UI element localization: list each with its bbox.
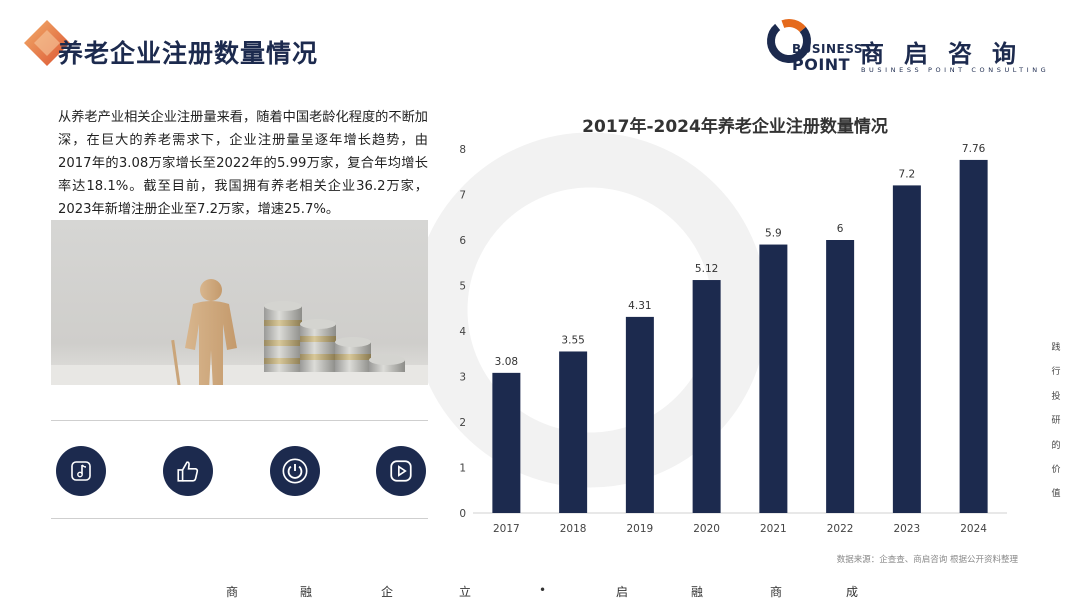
footer-slogan-char: 融	[691, 585, 704, 599]
thumbs-up-button[interactable]	[163, 446, 213, 496]
y-tick-label: 4	[459, 326, 466, 338]
bar-value-label: 5.9	[765, 228, 782, 240]
footer-slogan-char: 启	[616, 585, 629, 599]
footer-slogan: 商 融 企 立 • 启 融 商 成	[200, 583, 890, 601]
company-logo: BUSINESS POINT 商启咨询 BUSINESS POINT CONSU…	[764, 16, 1064, 76]
y-tick-label: 8	[459, 144, 466, 156]
x-tick-label: 2023	[894, 523, 921, 535]
y-tick-label: 3	[459, 372, 466, 384]
divider-top	[51, 420, 428, 421]
x-tick-label: 2018	[560, 523, 587, 535]
logo-chinese-name: 商启咨询	[860, 40, 1036, 68]
footer-slogan-char: 商	[770, 585, 783, 599]
music-note-icon	[71, 461, 91, 481]
footer-slogan-char: •	[539, 583, 547, 597]
side-slogan-char: 研	[1051, 416, 1061, 427]
footer-slogan-char: 商	[226, 585, 239, 599]
logo-business-text: BUSINESS	[792, 42, 863, 56]
bar-2020	[692, 280, 721, 513]
bar-value-label: 7.2	[899, 168, 916, 180]
bar-2021	[759, 244, 788, 514]
bar-2019	[625, 316, 654, 513]
music-note-button[interactable]	[56, 446, 106, 496]
bar-2017	[492, 372, 521, 513]
logo-english-name: BUSINESS POINT CONSULTING	[861, 66, 1050, 74]
footer-slogan-char: 融	[300, 585, 313, 599]
bar-2023	[892, 185, 921, 513]
thumbs-up-icon	[177, 461, 199, 482]
bar-value-label: 4.31	[628, 300, 651, 312]
intro-paragraph: 从养老产业相关企业注册量来看，随着中国老龄化程度的不断加深，在巨大的养老需求下，…	[58, 110, 428, 217]
bar-value-label: 7.76	[962, 143, 986, 155]
bar-chart: 0 1 2 3 4 5 6 7 8 3.08 3.55 4.31 5.12 5.9 6 7.2 7.76 20…	[459, 143, 1007, 535]
y-tick-label: 6	[459, 235, 466, 247]
x-tick-label: 2017	[493, 523, 520, 535]
side-slogan-char: 值	[1051, 489, 1061, 500]
side-slogan: 践行投研的价值	[1046, 340, 1066, 511]
bar-2018	[559, 351, 588, 513]
x-tick-label: 2020	[693, 523, 720, 535]
x-tick-label: 2019	[627, 523, 654, 535]
chart-title: 2017年-2024年养老企业注册数量情况	[582, 117, 888, 137]
header-decoration	[24, 20, 70, 66]
footer-slogan-char: 企	[381, 585, 394, 599]
y-tick-label: 2	[459, 417, 466, 429]
side-slogan-char: 行	[1051, 367, 1061, 378]
bar-2024	[959, 159, 988, 514]
bar-value-label: 6	[837, 223, 844, 235]
elderly-figure-coins-image	[51, 220, 428, 385]
logo-ring-icon	[767, 19, 811, 63]
x-tick-label: 2024	[960, 523, 987, 535]
divider-bottom	[51, 518, 428, 519]
side-slogan-char: 的	[1051, 440, 1061, 451]
side-slogan-char: 践	[1051, 343, 1061, 353]
footer-slogan-char: 成	[846, 585, 859, 599]
play-button[interactable]	[376, 446, 426, 496]
bar-value-label: 3.55	[561, 334, 584, 346]
y-tick-label: 1	[459, 463, 466, 475]
footer-slogan-char: 立	[459, 585, 472, 599]
x-tick-label: 2021	[760, 523, 787, 535]
bar-2022	[826, 240, 855, 513]
y-tick-label: 0	[459, 508, 466, 520]
bar-value-label: 5.12	[695, 263, 718, 275]
bar-value-label: 3.08	[495, 356, 518, 368]
play-icon	[390, 460, 412, 482]
data-source-note: 数据来源：企查查、商启咨询 根据公开资料整理	[836, 555, 1018, 565]
side-slogan-char: 价	[1051, 464, 1061, 475]
page-title: 养老企业注册数量情况	[58, 39, 319, 68]
power-button[interactable]	[270, 446, 320, 496]
power-icon	[282, 458, 308, 484]
y-tick-label: 5	[459, 281, 466, 293]
x-tick-label: 2022	[827, 523, 854, 535]
logo-point-text: POINT	[792, 55, 851, 74]
y-tick-label: 7	[459, 190, 466, 202]
side-slogan-char: 投	[1051, 391, 1061, 402]
